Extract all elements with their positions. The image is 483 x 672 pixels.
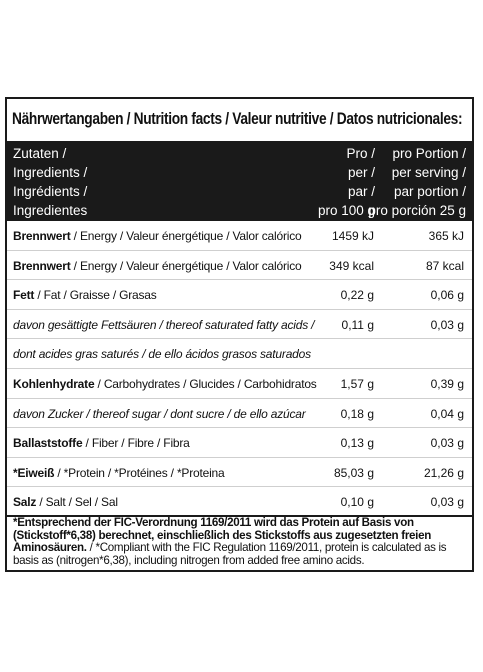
header-ingredients-en: Ingredients /	[13, 165, 88, 180]
header-per-serving-de: pro Portion /	[392, 146, 466, 161]
header-per-serving-es: pro porción 25 g	[368, 203, 466, 218]
header-per-100g: Pro / per / par / pro 100 g	[318, 144, 375, 220]
value-per-100g: 0,11 g	[341, 317, 374, 332]
row-label-rest: / Fat / Graisse / Grasas	[34, 288, 157, 303]
row-label-rest: / Fiber / Fibre / Fibra	[82, 436, 190, 451]
row-label-bold: Ballaststoffe	[13, 436, 83, 451]
row-label-bold: Kohlenhydrate	[13, 376, 95, 391]
table-row: Salz / Salt / Sel / Sal 0,10 g 0,03 g	[7, 487, 472, 517]
value-per-100g: 349 kcal	[329, 258, 374, 273]
header-ingredients-de: Zutaten /	[13, 146, 67, 161]
value-per-serving: 0,03 g	[430, 436, 464, 451]
value-per-serving: 0,03 g	[430, 317, 464, 332]
value-per-serving: 365 kJ	[428, 229, 464, 243]
value-per-serving: 0,04 g	[430, 406, 464, 421]
row-label-rest: / Carbohydrates / Glucides / Carbohidrat…	[94, 376, 317, 391]
table-row: Brennwert / Energy / Valeur énergétique …	[7, 221, 472, 251]
value-per-serving: 0,06 g	[430, 288, 464, 303]
value-per-serving: 0,39 g	[430, 376, 464, 391]
value-per-100g: 0,18 g	[340, 406, 374, 421]
nutrition-label: Nährwertangaben / Nutrition facts / Vale…	[5, 97, 474, 572]
table-row: dont acides gras saturés / de ello ácido…	[7, 339, 472, 369]
table-header: Zutaten / Ingredients / Ingrédients / In…	[7, 141, 472, 221]
nutrient-rows: Brennwert / Energy / Valeur énergétique …	[7, 221, 472, 517]
row-label: davon gesättigte Fettsäuren / thereof sa…	[13, 317, 315, 332]
footnote-english: / *Compliant with the FIC Regulation 116…	[13, 541, 447, 567]
row-label-rest: / Salt / Sel / Sal	[36, 495, 118, 510]
header-per-100g-fr: par /	[347, 184, 375, 199]
value-per-100g: 0,10 g	[340, 495, 374, 510]
table-row: Ballaststoffe / Fiber / Fibre / Fibra 0,…	[7, 428, 472, 458]
value-per-100g: 1,57 g	[340, 376, 374, 391]
header-per-serving-fr: par portion /	[393, 184, 466, 199]
table-row: Brennwert / Energy / Valeur énergétique …	[7, 251, 472, 281]
value-per-serving: 87 kcal	[425, 258, 464, 273]
table-row: Fett / Fat / Graisse / Grasas 0,22 g 0,0…	[7, 280, 472, 310]
header-ingredients: Zutaten / Ingredients / Ingrédients / In…	[13, 144, 87, 220]
header-per-serving: pro Portion / per serving / par portion …	[368, 144, 466, 220]
header-per-100g-de: Pro /	[346, 146, 375, 161]
row-label: Brennwert / Energy / Valeur énergétique …	[13, 259, 302, 273]
header-ingredients-fr: Ingrédients /	[13, 184, 88, 199]
row-label: davon Zucker / thereof sugar / dont sucr…	[13, 406, 306, 421]
row-label-rest: / Energy / Valeur énergétique / Valor ca…	[70, 229, 302, 243]
value-per-100g: 0,13 g	[340, 436, 374, 451]
label-title: Nährwertangaben / Nutrition facts / Vale…	[12, 110, 463, 128]
header-per-100g-en: per /	[347, 165, 375, 180]
row-label-rest: / Energy / Valeur énergétique / Valor ca…	[70, 258, 302, 273]
row-label: *Eiweiß / *Protein / *Protéines / *Prote…	[13, 466, 225, 480]
table-row: davon gesättigte Fettsäuren / thereof sa…	[7, 310, 472, 340]
row-label: Fett / Fat / Graisse / Grasas	[13, 288, 157, 302]
value-per-serving: 0,03 g	[430, 495, 464, 510]
table-row: Kohlenhydrate / Carbohydrates / Glucides…	[7, 369, 472, 399]
table-row: *Eiweiß / *Protein / *Protéines / *Prote…	[7, 458, 472, 488]
row-label-bold: Fett	[13, 288, 35, 303]
row-label: dont acides gras saturés / de ello ácido…	[13, 347, 311, 362]
value-per-100g: 85,03 g	[333, 465, 374, 480]
row-label: Ballaststoffe / Fiber / Fibre / Fibra	[13, 436, 190, 450]
row-label-bold: Brennwert	[13, 229, 71, 243]
row-label-bold: Salz	[13, 495, 37, 510]
header-per-100g-es: pro 100 g	[317, 203, 375, 218]
value-per-100g: 0,22 g	[340, 288, 374, 303]
header-ingredients-es: Ingredientes	[13, 203, 88, 218]
header-per-serving-en: per serving /	[391, 165, 466, 180]
value-per-100g: 1459 kJ	[331, 229, 374, 243]
row-label: Kohlenhydrate / Carbohydrates / Glucides…	[13, 377, 317, 391]
row-label-rest: / *Protein / *Protéines / *Proteina	[54, 465, 225, 480]
value-per-serving: 21,26 g	[423, 465, 464, 480]
row-label: Brennwert / Energy / Valeur énergétique …	[13, 229, 302, 243]
footnote-german: *Entsprechend der FIC-Verordnung 1169/20…	[13, 516, 432, 554]
row-label-bold: Brennwert	[13, 258, 71, 273]
row-label-bold: *Eiweiß	[13, 465, 55, 480]
row-label: Salz / Salt / Sel / Sal	[13, 495, 118, 509]
protein-footnote: *Entsprechend der FIC-Verordnung 1169/20…	[13, 516, 468, 567]
table-row: davon Zucker / thereof sugar / dont sucr…	[7, 399, 472, 429]
